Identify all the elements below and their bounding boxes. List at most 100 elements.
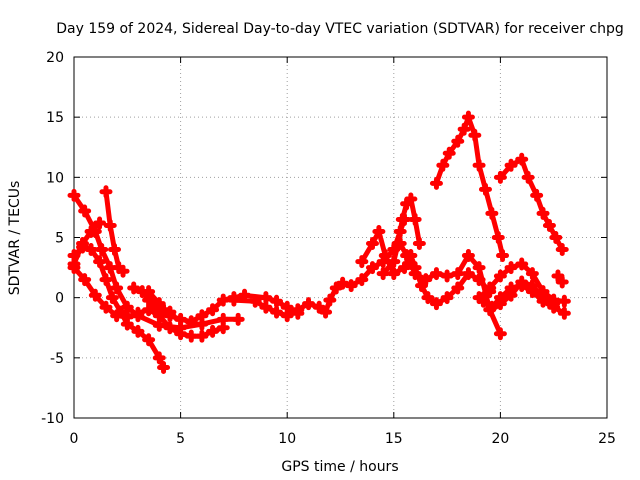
- data-point: [248, 294, 262, 308]
- y-axis-label: SDTVAR / TECUs: [7, 181, 23, 296]
- data-point: [408, 267, 422, 281]
- data-point: [355, 273, 369, 287]
- data-point: [525, 279, 539, 293]
- data-point: [142, 333, 156, 347]
- data-point: [270, 305, 284, 319]
- data-point: [472, 261, 486, 275]
- x-tick-label: 20: [491, 431, 509, 447]
- chart-title: Day 159 of 2024, Sidereal Day-to-day VTE…: [56, 21, 624, 37]
- data-point: [461, 249, 475, 263]
- data-point: [110, 281, 124, 295]
- data-point: [461, 110, 475, 124]
- data-point: [504, 261, 518, 275]
- data-point: [336, 276, 350, 290]
- data-point: [496, 249, 510, 263]
- data-point: [365, 261, 379, 275]
- data-point: [547, 297, 561, 311]
- y-tick-label: 5: [55, 231, 64, 247]
- x-tick-label: 5: [176, 431, 185, 447]
- x-tick-label: 0: [70, 431, 79, 447]
- data-series: [67, 110, 571, 374]
- data-point: [504, 158, 518, 172]
- data-point: [412, 237, 426, 251]
- y-tick-label: -10: [41, 411, 64, 427]
- data-point: [376, 267, 390, 281]
- data-point: [468, 128, 482, 142]
- data-point: [184, 315, 198, 329]
- data-point: [461, 267, 475, 281]
- data-point: [105, 291, 119, 305]
- y-tick-label: 15: [46, 110, 64, 126]
- y-tick-label: -5: [50, 351, 64, 367]
- data-point: [216, 321, 230, 335]
- data-point: [404, 192, 418, 206]
- data-point: [372, 224, 386, 238]
- axis-ticks: 0 5 10 15 20 25 -10 -5 0 5 10 15 20: [41, 50, 616, 447]
- data-point: [108, 243, 122, 257]
- data-point: [84, 243, 98, 257]
- data-point: [110, 309, 124, 323]
- data-point: [378, 249, 392, 263]
- data-point: [131, 306, 145, 320]
- data-point: [421, 291, 435, 305]
- data-point: [476, 294, 490, 308]
- data-point: [542, 218, 556, 232]
- data-point: [436, 158, 450, 172]
- plot-frame: [73, 56, 608, 419]
- data-point: [472, 158, 486, 172]
- series-track-12: [433, 114, 505, 258]
- data-point: [344, 279, 358, 293]
- data-point: [536, 206, 550, 220]
- data-point: [440, 269, 454, 283]
- data-point: [302, 297, 316, 311]
- data-point: [491, 231, 505, 244]
- data-point: [67, 257, 81, 271]
- data-point: [174, 327, 188, 341]
- data-point: [451, 281, 465, 295]
- data-point: [557, 306, 571, 320]
- data-point: [549, 231, 563, 244]
- data-point: [152, 318, 166, 332]
- data-point: [485, 206, 499, 220]
- data-point: [555, 275, 569, 289]
- data-point: [536, 291, 550, 305]
- data-point: [319, 305, 333, 319]
- data-point: [216, 293, 230, 307]
- data-point: [457, 122, 471, 136]
- data-point: [530, 188, 544, 202]
- data-point: [429, 267, 443, 281]
- data-point: [387, 255, 401, 269]
- data-point: [442, 146, 456, 160]
- data-point: [76, 237, 90, 251]
- data-point: [440, 291, 454, 305]
- data-point: [521, 170, 535, 184]
- data-point: [555, 243, 569, 257]
- data-point: [504, 288, 518, 302]
- data-point: [195, 309, 209, 323]
- x-tick-label: 25: [598, 431, 616, 447]
- data-point: [67, 188, 81, 202]
- data-point: [393, 237, 407, 251]
- data-point: [99, 300, 113, 314]
- data-point: [93, 255, 107, 269]
- data-point: [99, 185, 113, 199]
- grid-lines: [74, 57, 607, 418]
- data-point: [408, 212, 422, 226]
- data-point: [397, 261, 411, 275]
- data-point: [329, 281, 343, 295]
- x-axis-label: GPS time / hours: [281, 459, 398, 475]
- data-point: [152, 351, 166, 365]
- data-point: [238, 288, 252, 302]
- data-point: [291, 303, 305, 317]
- data-point: [84, 224, 98, 238]
- data-point: [485, 300, 499, 314]
- data-point: [483, 281, 497, 295]
- data-point: [551, 269, 565, 283]
- data-point: [103, 218, 117, 232]
- data-point: [365, 237, 379, 251]
- data-point: [206, 303, 220, 317]
- data-point: [400, 249, 414, 263]
- data-point: [131, 324, 145, 338]
- data-point: [355, 255, 369, 269]
- data-point: [93, 216, 107, 230]
